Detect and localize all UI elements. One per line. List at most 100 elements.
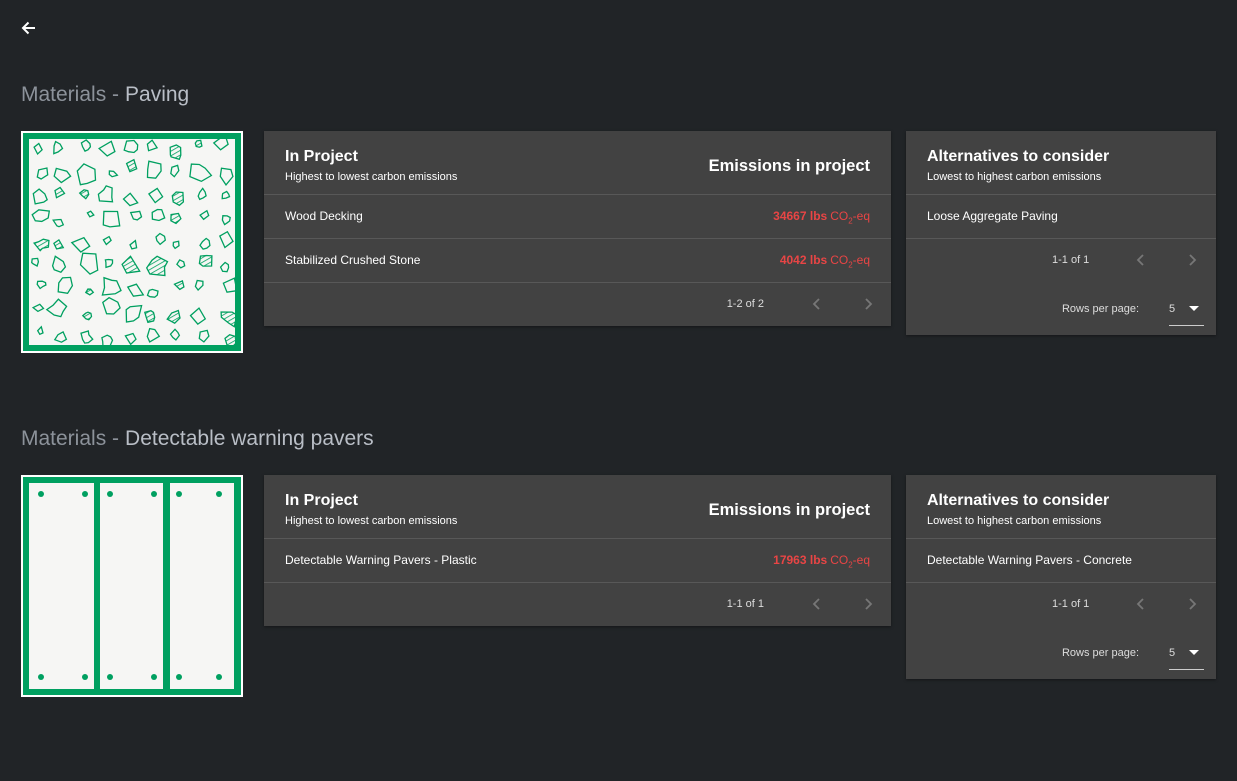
paving-stone bbox=[51, 255, 67, 273]
paving-stone bbox=[79, 252, 99, 275]
table-row[interactable]: Stabilized Crushed Stone 4042 lbs CO2-eq bbox=[264, 239, 891, 283]
rows-per-page-select[interactable]: 5 bbox=[1169, 645, 1204, 670]
unit: CO bbox=[830, 209, 849, 223]
pagination: 1-1 of 1 bbox=[726, 598, 764, 610]
paving-stone bbox=[53, 238, 65, 250]
paving-stone bbox=[101, 276, 122, 296]
pagination: 1-2 of 2 bbox=[726, 298, 764, 310]
paving-stone bbox=[102, 235, 112, 246]
paving-stone bbox=[194, 279, 204, 291]
paving-stone bbox=[121, 255, 141, 274]
paving-stone bbox=[86, 210, 95, 218]
table-row[interactable]: Detectable Warning Pavers - Plastic 17963… bbox=[264, 539, 891, 583]
paving-stone bbox=[146, 139, 159, 152]
paving-stone bbox=[170, 164, 180, 178]
paving-stone bbox=[146, 288, 159, 298]
table-subtitle: Lowest to highest carbon emissions bbox=[927, 515, 1102, 527]
table-subtitle: Highest to lowest carbon emissions bbox=[285, 515, 458, 527]
paving-stone bbox=[123, 139, 139, 154]
paving-stone bbox=[36, 280, 47, 290]
paving-stone bbox=[126, 283, 145, 297]
paving-stone bbox=[198, 254, 213, 267]
prev-page[interactable] bbox=[812, 597, 822, 611]
paving-stone bbox=[220, 311, 238, 328]
prev-page[interactable] bbox=[812, 297, 822, 311]
rows-per-page-label: Rows per page: bbox=[1061, 647, 1139, 659]
prev-page[interactable] bbox=[1136, 253, 1146, 267]
table-row[interactable]: Loose Aggregate Paving bbox=[906, 195, 1216, 239]
material-name: Loose Aggregate Paving bbox=[927, 209, 1058, 223]
table-subtitle: Highest to lowest carbon emissions bbox=[285, 171, 458, 183]
unit: CO bbox=[830, 553, 849, 567]
next-page[interactable] bbox=[1187, 253, 1197, 267]
unit-sub: 2 bbox=[848, 560, 853, 570]
alternatives-table: Alternatives to consider Lowest to highes… bbox=[906, 131, 1216, 335]
rows-per-page-label: Rows per page: bbox=[1061, 303, 1139, 315]
dropdown-arrow bbox=[1189, 306, 1199, 311]
paving-stone bbox=[78, 189, 90, 200]
paving-stone bbox=[108, 170, 119, 178]
paving-stone bbox=[84, 288, 95, 296]
paving-illustration bbox=[21, 131, 243, 353]
paving-stone bbox=[143, 309, 156, 324]
paving-stone bbox=[53, 140, 64, 155]
paving-stone bbox=[145, 255, 169, 277]
material-name: Stabilized Crushed Stone bbox=[285, 253, 421, 267]
next-page[interactable] bbox=[863, 597, 873, 611]
paving-stone bbox=[224, 333, 237, 348]
paving-stone bbox=[194, 139, 203, 148]
paving-stone bbox=[155, 232, 167, 246]
unit-suffix: -eq bbox=[852, 553, 870, 567]
paving-stone bbox=[45, 298, 68, 318]
paving-stone bbox=[172, 240, 180, 250]
paving-stone bbox=[197, 187, 207, 201]
heading-name: Paving bbox=[125, 83, 190, 106]
paving-stone bbox=[32, 238, 50, 252]
paving-stone bbox=[221, 215, 231, 226]
paving-stone bbox=[169, 144, 182, 161]
paving-stone bbox=[53, 330, 68, 343]
next-page[interactable] bbox=[1187, 597, 1197, 611]
paving-stone bbox=[101, 334, 114, 348]
paving-stone bbox=[189, 163, 213, 183]
emissions: 34667 lbs CO2-eq bbox=[773, 209, 870, 225]
rows-per-page-select[interactable]: 5 bbox=[1169, 301, 1204, 326]
paving-stone bbox=[54, 186, 66, 199]
emissions-amount: 17963 lbs bbox=[773, 553, 828, 567]
in-project-table: In Project Highest to lowest carbon emiss… bbox=[264, 475, 891, 626]
paving-stone bbox=[76, 163, 97, 186]
heading-name: Detectable warning pavers bbox=[125, 427, 374, 450]
paving-stone bbox=[199, 209, 210, 221]
paving-stone bbox=[129, 239, 138, 250]
paving-stone bbox=[70, 236, 91, 253]
paving-stone bbox=[212, 133, 229, 151]
paving-stone bbox=[31, 303, 45, 313]
table-title: In Project bbox=[285, 492, 358, 509]
paving-stone bbox=[219, 261, 230, 273]
paving-stone bbox=[36, 167, 49, 180]
paving-stone bbox=[102, 296, 121, 315]
table-subtitle: Lowest to highest carbon emissions bbox=[927, 171, 1102, 183]
paving-stone bbox=[52, 218, 65, 228]
paving-stone bbox=[98, 140, 116, 157]
paving-stone bbox=[189, 307, 207, 325]
paving-stone bbox=[125, 158, 138, 173]
pagination: 1-1 of 1 bbox=[1052, 254, 1090, 266]
next-page[interactable] bbox=[863, 297, 873, 311]
table-row[interactable]: Wood Decking 34667 lbs CO2-eq bbox=[264, 195, 891, 239]
paving-stone bbox=[80, 330, 94, 344]
prev-page[interactable] bbox=[1136, 597, 1146, 611]
paving-stone bbox=[32, 188, 49, 205]
paving-stone bbox=[102, 210, 121, 228]
pagination: 1-1 of 1 bbox=[1052, 598, 1090, 610]
material-name: Wood Decking bbox=[285, 209, 363, 223]
paving-stone bbox=[33, 142, 43, 156]
table-title: In Project bbox=[285, 148, 358, 165]
table-row[interactable]: Detectable Warning Pavers - Concrete bbox=[906, 539, 1216, 583]
back-button[interactable] bbox=[19, 18, 39, 38]
paving-stone bbox=[125, 304, 143, 323]
paving-stone bbox=[221, 190, 231, 200]
paving-stone bbox=[122, 192, 139, 207]
unit: CO bbox=[830, 253, 849, 267]
paving-stone bbox=[171, 191, 185, 207]
